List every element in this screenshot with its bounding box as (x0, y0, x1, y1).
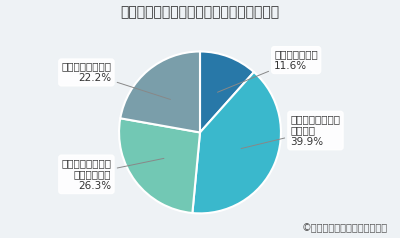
Text: ©ヒューマンホールディングス: ©ヒューマンホールディングス (302, 223, 388, 233)
Text: 非常にそう思う
11.6%: 非常にそう思う 11.6% (218, 49, 318, 92)
Wedge shape (200, 51, 254, 132)
Wedge shape (120, 51, 200, 132)
Title: 今後、外国人材を雇用したいと思いますか: 今後、外国人材を雇用したいと思いますか (120, 5, 280, 20)
Text: どちらかといえば
そう思わない
26.3%: どちらかといえば そう思わない 26.3% (62, 158, 164, 191)
Wedge shape (119, 118, 200, 213)
Text: どちらかといえば
そう思う
39.9%: どちらかといえば そう思う 39.9% (241, 114, 340, 149)
Text: 全くそう思わない
22.2%: 全くそう思わない 22.2% (62, 62, 170, 99)
Wedge shape (192, 72, 281, 213)
